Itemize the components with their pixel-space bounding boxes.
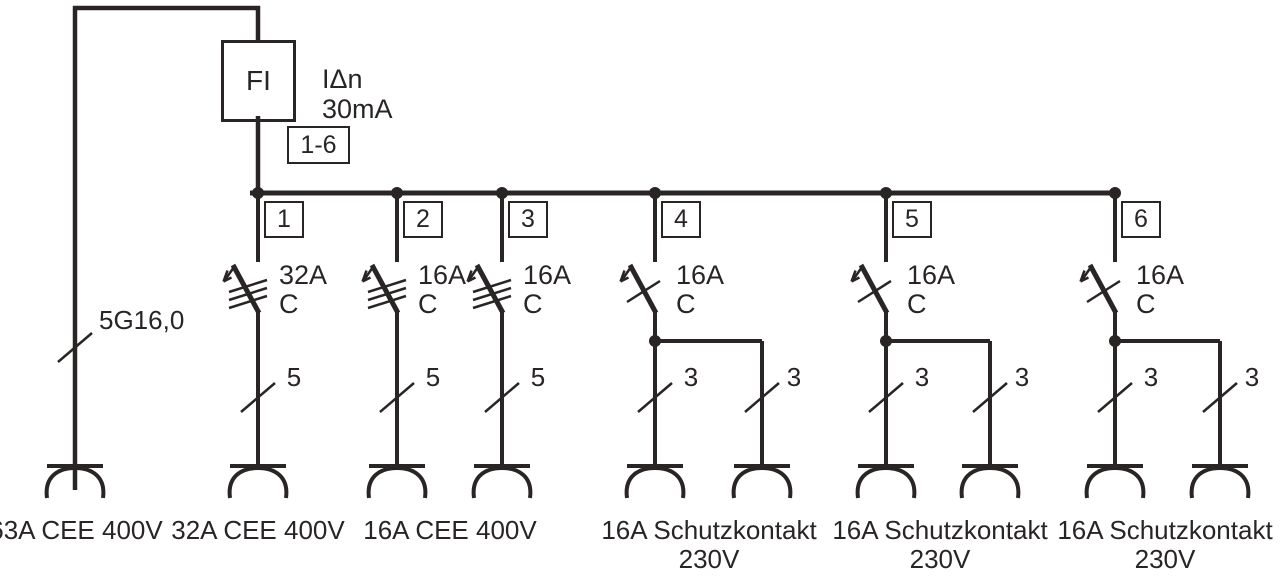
breaker-curve: C [418, 289, 438, 319]
breaker-rating-4: 16A C [676, 261, 724, 319]
outlet-label-feed: 63A CEE 400V [0, 515, 163, 545]
outlet-wires [1113, 311, 1222, 466]
circuit-number-box-5: 5 [892, 201, 932, 238]
breaker-curve: C [907, 289, 927, 319]
outlet-label-4: 16A Schutzkontakt 230V [579, 516, 839, 574]
rcd-group-label: 1-6 [300, 130, 337, 159]
breaker-3pole-icon [224, 265, 268, 313]
breaker-rating-6: 16A C [1136, 261, 1184, 319]
breaker-curve: C [523, 289, 543, 319]
circuit-number: 4 [674, 205, 688, 233]
breaker-3pole-icon [468, 265, 512, 313]
circuit-number-box-4: 4 [661, 201, 701, 238]
breaker-amps: 16A [1136, 260, 1185, 290]
breaker-amps: 16A [418, 260, 467, 290]
socket-icon [366, 464, 428, 500]
circuit-number-box-2: 2 [403, 201, 443, 238]
socket-icon [731, 464, 793, 500]
rcd-sensitivity: IΔn 30mA [322, 64, 393, 124]
breaker-curve: C [279, 289, 299, 319]
circuit-6-lines [1081, 193, 1251, 500]
circuit-3-lines [468, 193, 533, 500]
wire-count-5a: 3 [914, 362, 930, 392]
breaker-1pole-icon [1081, 265, 1121, 313]
circuit-number: 2 [416, 205, 430, 233]
circuit-number-box-6: 6 [1121, 201, 1161, 238]
breaker-rating-2: 16A C [418, 261, 466, 319]
breaker-curve: C [676, 289, 696, 319]
socket-icon [227, 464, 289, 500]
feed-circuit-lines [44, 5, 261, 500]
breaker-rating-1: 32A C [279, 261, 327, 319]
wire-count-6a: 3 [1143, 362, 1159, 392]
rcd-box: FI [221, 40, 296, 122]
wire-count-6b: 3 [1244, 362, 1260, 392]
breaker-amps: 16A [676, 260, 725, 290]
wire-count-4b: 3 [786, 362, 802, 392]
breaker-rating-3: 16A C [523, 261, 571, 319]
circuit-number: 6 [1134, 205, 1148, 233]
breaker-rating-5: 16A C [907, 261, 955, 319]
outlet-label-6: 16A Schutzkontakt 230V [1035, 516, 1282, 574]
rcd-sensitivity-label: IΔn [322, 64, 363, 94]
outlet-label-2-3: 16A CEE 400V [363, 515, 537, 545]
wire-count-1: 5 [286, 362, 302, 392]
socket-icon [1084, 464, 1146, 500]
breaker-amps: 32A [279, 260, 328, 290]
outlet-label-line2: 230V [909, 544, 971, 574]
breaker-curve: C [1136, 289, 1156, 319]
breaker-amps: 16A [907, 260, 956, 290]
circuit-4-lines [621, 193, 793, 500]
junction-dot [880, 335, 892, 347]
breaker-3pole-icon [363, 265, 407, 313]
rcd-group-box: 1-6 [287, 126, 350, 164]
outlet-label-line1: 16A Schutzkontakt [1057, 515, 1273, 545]
outlet-label-line2: 230V [678, 544, 740, 574]
outlet-label-line1: 16A Schutzkontakt [832, 515, 1048, 545]
rcd-sensitivity-value: 30mA [322, 94, 393, 124]
junction-dot [1109, 335, 1121, 347]
wire-count-5b: 3 [1014, 362, 1030, 392]
wire-count-3: 5 [530, 362, 546, 392]
circuit-number: 5 [905, 205, 919, 233]
outlet-label-line2: 230V [1134, 544, 1196, 574]
breaker-1pole-icon [621, 265, 661, 313]
junction-dot [649, 335, 661, 347]
outlet-label-1: 32A CEE 400V [171, 515, 345, 545]
circuit-number-box-1: 1 [264, 201, 304, 238]
wire-count-2: 5 [425, 362, 441, 392]
breaker-1pole-icon [852, 265, 892, 313]
outlet-wires [884, 311, 992, 466]
outlet-wires [653, 311, 764, 466]
feed-cable-label: 5G16,0 [99, 305, 185, 335]
circuit-5-lines [852, 193, 1021, 500]
socket-icon [471, 464, 533, 500]
breaker-amps: 16A [523, 260, 572, 290]
rcd-label: FI [246, 65, 271, 96]
circuit-1-lines [224, 193, 289, 500]
outlet-label-5: 16A Schutzkontakt 230V [810, 516, 1070, 574]
wire-count-4a: 3 [683, 362, 699, 392]
circuit-number-box-3: 3 [508, 201, 548, 238]
outlet-label-line1: 16A Schutzkontakt [601, 515, 817, 545]
socket-icon [959, 464, 1021, 500]
socket-icon [624, 464, 686, 500]
circuit-number: 1 [277, 205, 291, 233]
feed-line [72, 5, 261, 490]
socket-icon [1189, 464, 1251, 500]
circuit-number: 3 [521, 205, 535, 233]
socket-icon [855, 464, 917, 500]
circuit-2-lines [363, 193, 428, 500]
